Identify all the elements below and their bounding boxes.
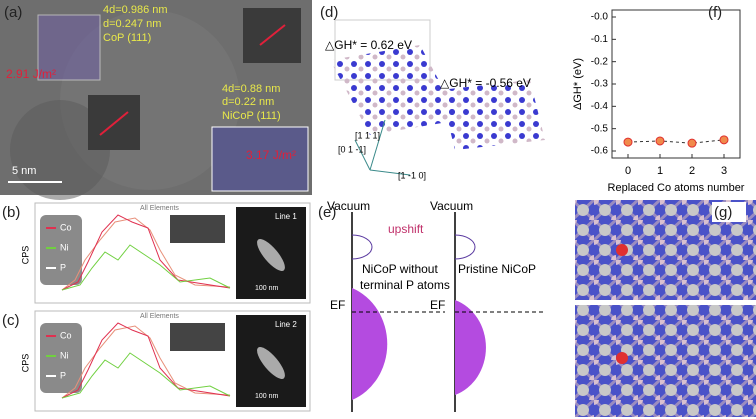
profile: [61, 214, 231, 291]
direction: [1 1 1]: [355, 130, 380, 140]
y-label: CPS: [20, 246, 30, 265]
energy: 3.17 J/m²: [246, 148, 296, 162]
vacuum: Vacuum: [327, 199, 370, 213]
profile: [61, 325, 231, 399]
legend-entry: Co: [60, 222, 72, 232]
legend-entry: Ni: [60, 242, 69, 252]
panel-label: (b): [2, 204, 20, 221]
panel-label: (e): [318, 204, 336, 221]
panel-label: (d): [320, 4, 338, 21]
y-axis-label: ΔGH* (eV): [572, 58, 584, 110]
annotation: NiCoP (111): [222, 110, 281, 122]
inset-scale: 100 nm: [255, 285, 279, 292]
y-tick-label: -0.4: [591, 101, 609, 112]
energy: △GH* = 0.62 eV: [325, 38, 412, 52]
energy: 2.91 J/m²: [6, 67, 56, 81]
x-axis-label: Replaced Co atoms number: [608, 182, 745, 194]
annotation: d=0.22 nm: [222, 96, 274, 108]
particle: [257, 239, 285, 271]
panel-f: (f) -0.0 -0.1 -0.2 -0.3 -0.4 -0.5 -0.6 0 1 2 3 Repl…: [572, 4, 745, 194]
y-tick-label: -0.0: [591, 12, 609, 23]
legend-entry: P: [60, 262, 66, 272]
profile: [61, 352, 231, 399]
y-tick-label: -0.3: [591, 79, 609, 90]
panel-label: (g): [714, 204, 732, 221]
y-tick-label: -0.2: [591, 56, 609, 67]
point: [655, 136, 665, 146]
profile: [61, 322, 231, 399]
particle: [257, 347, 285, 379]
inset-label: Line 2: [275, 320, 297, 329]
fermi: EF: [330, 298, 345, 312]
panel-a: (a) 4d=0.986 nm d=0.247 nm CoP (111) 4d=…: [0, 0, 312, 200]
y-label: CPS: [20, 354, 30, 373]
x-tick-label: 0: [625, 165, 631, 177]
point: [687, 138, 697, 148]
direction: [0 1 -1]: [338, 144, 366, 154]
legend-entry: P: [60, 370, 66, 380]
vacuum: Vacuum: [430, 199, 473, 213]
inset-scale: 100 nm: [255, 393, 279, 400]
inset-sem: [170, 215, 225, 243]
panel-g: (g): [575, 200, 756, 417]
y-tick-label: -0.5: [591, 123, 609, 134]
profile: [61, 244, 231, 291]
annotation: 4d=0.88 nm: [222, 83, 280, 95]
panel-label: (a): [4, 4, 22, 21]
legend-entry: Co: [60, 330, 72, 340]
x-tick-label: 3: [721, 165, 727, 177]
plot-title: All Elements: [140, 205, 179, 212]
plot-title: All Elements: [140, 313, 179, 320]
fermi: EF: [430, 298, 445, 312]
inset-sem: [170, 323, 225, 351]
scale-bar: 5 nm: [12, 165, 36, 177]
data-line: [627, 139, 725, 144]
y-tick-label: -0.1: [591, 34, 609, 45]
panel-e: (e) Vacuum Vacuum upshift NiCoP without …: [318, 199, 545, 412]
caption: Pristine NiCoP: [458, 262, 536, 276]
point: [719, 135, 729, 145]
x-tick-label: 1: [657, 165, 663, 177]
annotation: d=0.247 nm: [103, 18, 161, 30]
point: [623, 137, 633, 147]
shift: upshift: [388, 222, 424, 236]
legend-entry: Ni: [60, 350, 69, 360]
caption: NiCoP without: [362, 262, 438, 276]
caption: terminal P atoms: [360, 278, 450, 292]
x-tick-label: 2: [689, 165, 695, 177]
energy: △GH* = -0.56 eV: [440, 76, 531, 90]
panel-label: (c): [2, 312, 20, 329]
direction: [1 -1 0]: [398, 170, 426, 180]
inset-label: Line 1: [275, 212, 297, 221]
plot-frame: [611, 9, 741, 159]
annotation: CoP (111): [103, 32, 151, 44]
annotation: 4d=0.986 nm: [103, 4, 168, 16]
panel-d: (d) △GH* = 0.62 eV △GH* = -0.56 eV [1 1 …: [320, 4, 545, 180]
eds-panels: (b) Co Ni P CPS All Elements Line 1 100 nm (c) Co…: [2, 202, 311, 412]
y-tick-label: -0.6: [591, 146, 609, 157]
profile: [61, 217, 231, 291]
panel-label: (f): [708, 4, 722, 21]
